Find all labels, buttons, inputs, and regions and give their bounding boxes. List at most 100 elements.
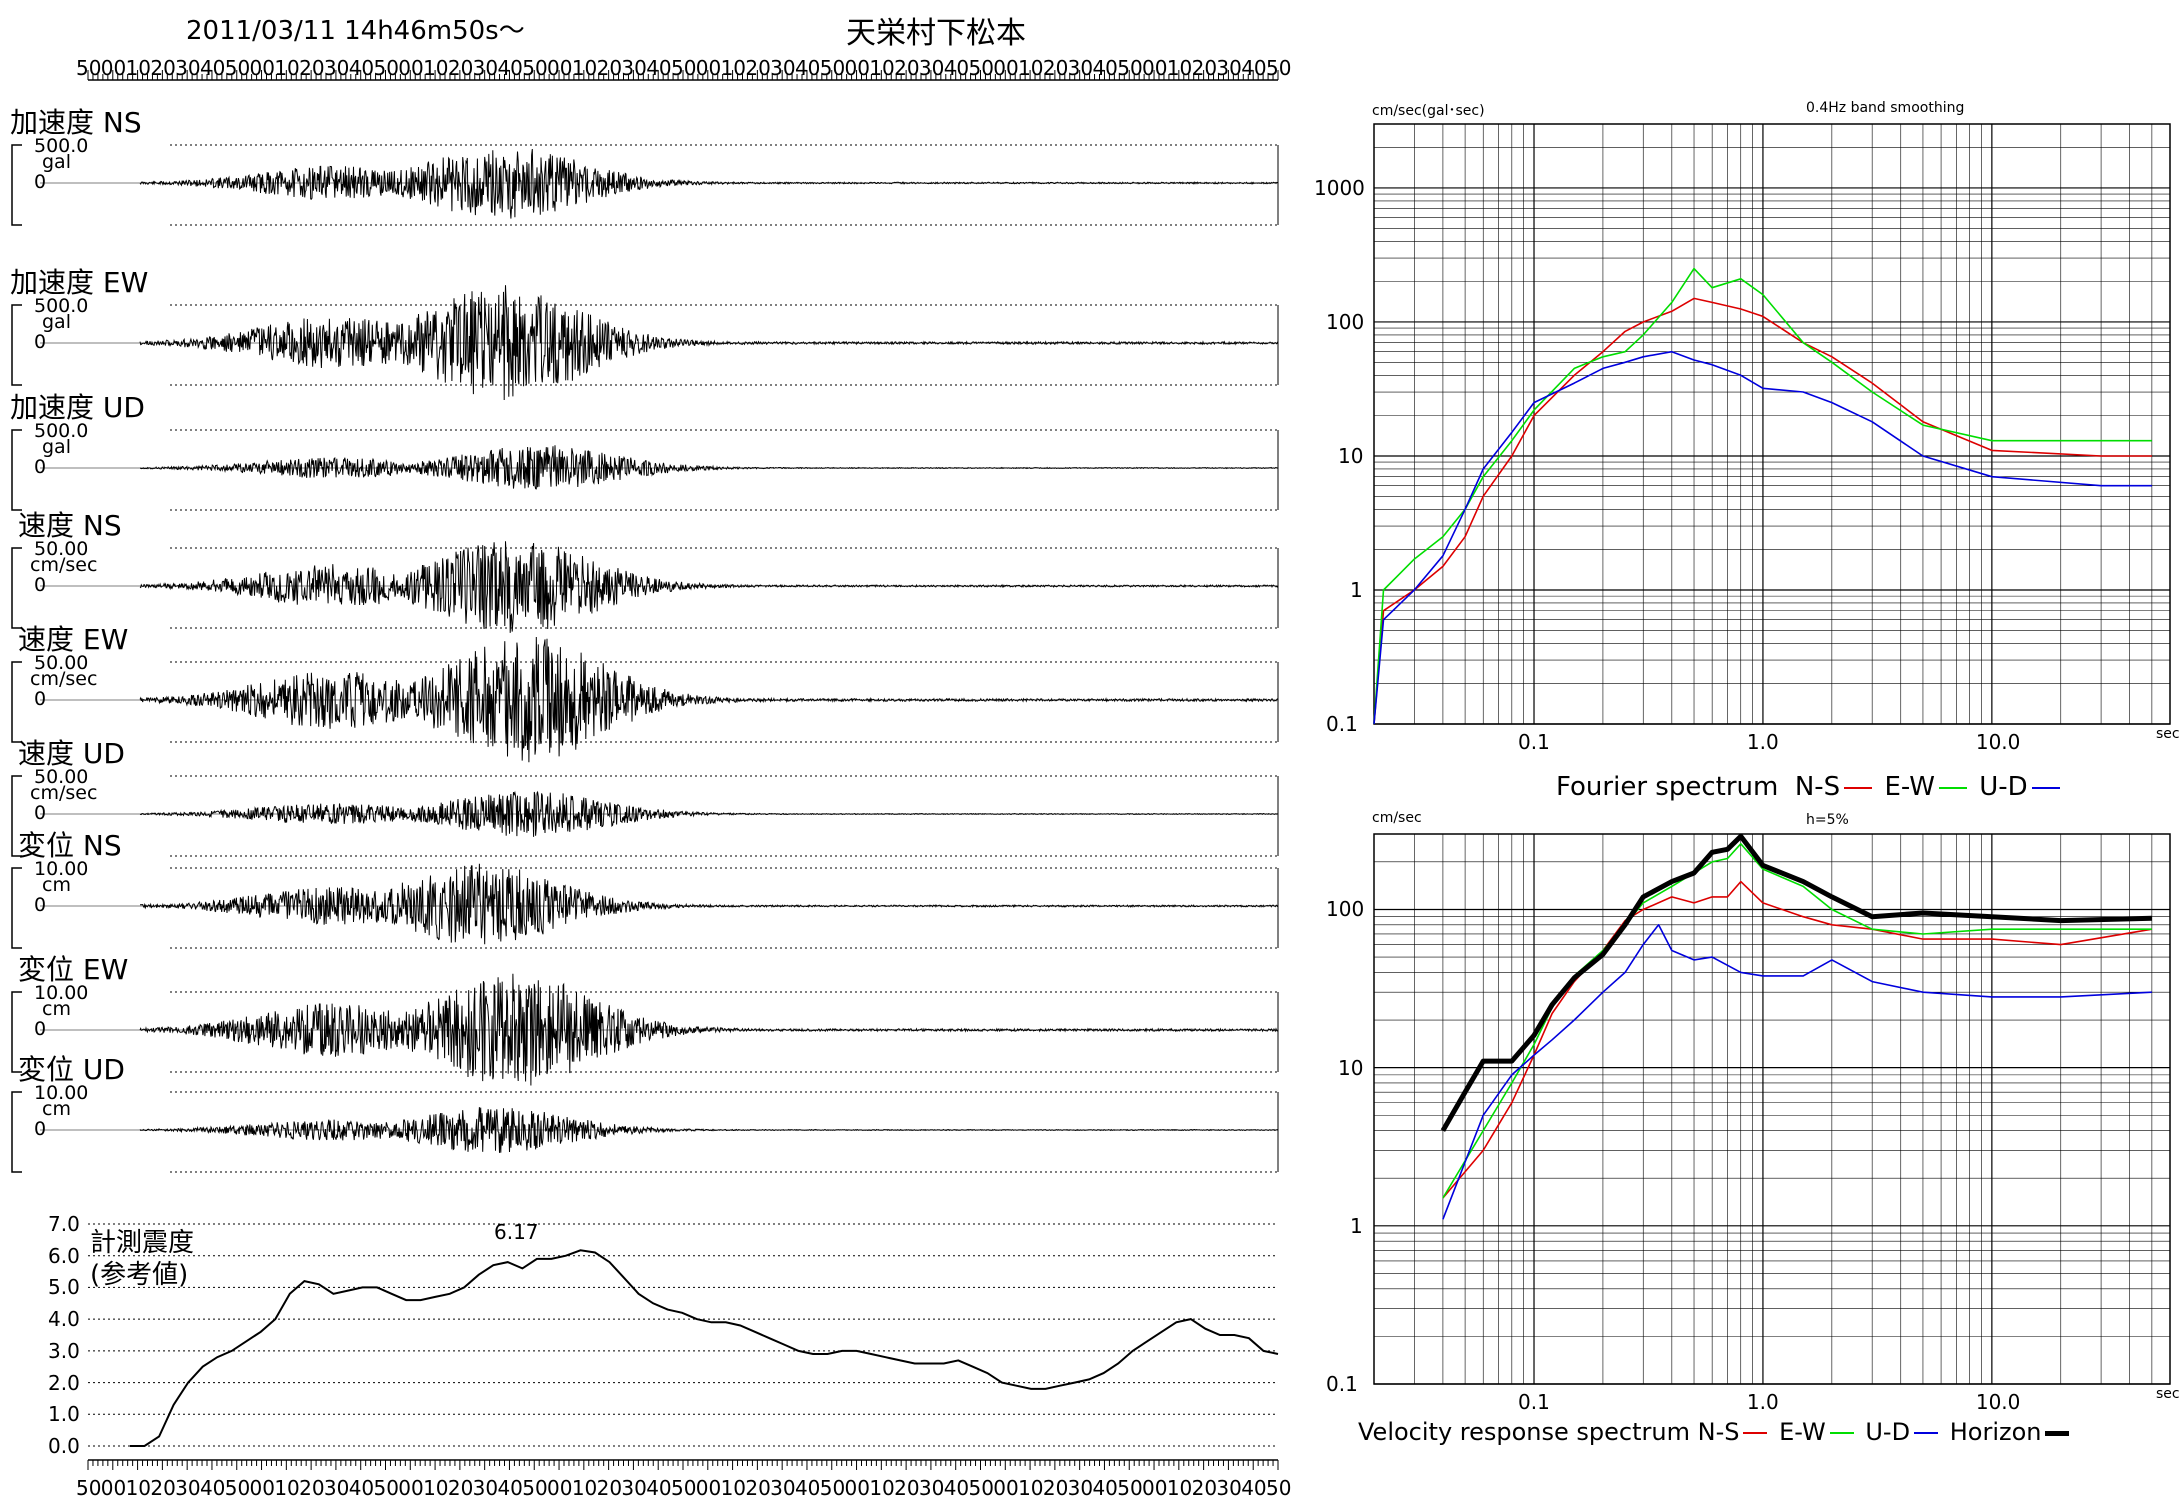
top-axis-label: 50 (76, 56, 102, 80)
bottom-axis-label: 30 (472, 1476, 499, 1500)
top-axis-label: 00 (695, 56, 722, 80)
intensity-y-tick: 0.0 (48, 1434, 80, 1458)
waveform-unit: cm (42, 874, 71, 896)
top-axis-label: 10 (274, 56, 300, 80)
waveform-panel (11, 70, 1279, 1470)
fourier-legend-title: Fourier spectrum (1556, 772, 1779, 802)
bottom-axis-label: 00 (249, 1476, 275, 1500)
waveform-zero: 0 (34, 331, 47, 353)
waveform-zero: 0 (34, 802, 47, 824)
waveform-label: 変位 UD (18, 1053, 125, 1086)
top-axis-label: 50 (1266, 56, 1292, 80)
top-axis-label: 40 (497, 56, 523, 80)
top-axis-label: 20 (745, 56, 771, 80)
top-axis-label: 40 (199, 56, 226, 80)
top-axis-label: 10 (423, 56, 449, 80)
top-axis-label: 50 (968, 56, 994, 80)
waveform-label: 速度 EW (18, 623, 129, 656)
response-ylabel: cm/sec (1372, 810, 1422, 826)
panel-bracket (11, 867, 22, 949)
response-series-e-w (1442, 843, 2152, 1199)
fourier-y-tick: 1 (1350, 577, 1363, 602)
waveform-label: 加速度 NS (10, 106, 142, 139)
response-x-unit: sec (2156, 1386, 2180, 1402)
waveform-label: 加速度 UD (10, 391, 145, 424)
fourier-x-unit: sec (2156, 726, 2180, 742)
top-axis-label: 50 (819, 56, 846, 80)
top-axis-label: 50 (224, 56, 251, 80)
intensity-y-tick: 4.0 (48, 1307, 80, 1332)
waveform-trace (139, 541, 1279, 633)
waveform-scale: 10.00 (34, 982, 89, 1004)
waveform-label: 速度 NS (18, 509, 122, 542)
waveform-zero: 0 (34, 574, 47, 596)
bottom-axis-label: 40 (646, 1476, 672, 1500)
bottom-time-axis: 50 00 10 20 30 40 50 00 10 20 30 40 50 00 10 20 30 40 50 00… (0, 1476, 1291, 1502)
top-axis-label: 40 (1241, 56, 1267, 80)
bottom-axis-label: 00 (695, 1476, 722, 1500)
datetime-label: 2011/03/11 14h46m50s〜 (186, 16, 525, 46)
panel-bracket (11, 304, 22, 386)
panel-bracket (11, 429, 22, 511)
top-axis-label: 30 (918, 56, 945, 80)
top-axis-label: 10 (1166, 56, 1193, 80)
fourier-x-tick: 10.0 (1975, 730, 2021, 754)
intensity-label: 計測震度 (90, 1228, 195, 1258)
bottom-axis-label: 40 (794, 1476, 821, 1500)
response-y-tick: 1 (1350, 1213, 1363, 1238)
top-axis-label: 00 (547, 56, 573, 80)
waveform-trace (139, 790, 1279, 837)
bottom-axis-label: 10 (125, 1476, 152, 1500)
top-axis-label: 30 (323, 56, 350, 80)
panel-bracket (11, 775, 22, 857)
top-axis-label: 40 (646, 56, 672, 80)
top-axis-label: 30 (175, 56, 201, 80)
bottom-axis-label: 10 (869, 1476, 895, 1500)
panel-bracket (11, 991, 22, 1073)
response-series-n-s (1442, 880, 2153, 1199)
panel-bracket (11, 1091, 22, 1173)
waveform-scale: 50.00 (34, 538, 89, 560)
bottom-axis-label: 30 (175, 1476, 201, 1500)
waveform-label: 変位 NS (18, 829, 122, 862)
fourier-series-u-d (1373, 350, 2152, 725)
panel-bracket (11, 661, 22, 743)
waveform-trace (139, 973, 1279, 1086)
bottom-axis-label: 20 (596, 1476, 623, 1500)
waveform-labels: 加速度 NS 500.0 gal 0 加速度 EW 500.0 gal 0 加速度 UD 500.… (0, 0, 1290, 1200)
waveform-label: 変位 EW (18, 953, 129, 986)
intensity-y-tick: 3.0 (48, 1338, 80, 1363)
top-axis-label: 00 (249, 56, 275, 80)
response-note: h=5% (1806, 812, 1849, 828)
bottom-axis-label: 20 (1042, 1476, 1069, 1500)
fourier-legend-ew-swatch (1938, 786, 1967, 789)
fourier-y-tick: 10 (1338, 443, 1364, 468)
top-axis-label: 20 (596, 56, 623, 80)
top-axis-label: 10 (125, 56, 152, 80)
top-axis-label: 00 (1142, 56, 1168, 80)
waveform-scale: 500.0 (34, 295, 89, 317)
response-series-horizon (1440, 833, 2152, 1132)
top-axis-label: 40 (794, 56, 821, 80)
waveform-unit: cm/sec (30, 668, 98, 690)
bottom-axis-label: 10 (720, 1476, 747, 1500)
top-axis-label: 20 (447, 56, 474, 80)
waveform-zero: 0 (34, 688, 47, 710)
bottom-axis-label: 00 (100, 1476, 127, 1500)
waveform-trace (139, 1107, 1279, 1153)
top-axis-label: 10 (720, 56, 747, 80)
waveform-label: 加速度 EW (10, 266, 149, 299)
waveform-zero: 0 (34, 894, 47, 916)
waveform-scale: 10.00 (34, 1082, 89, 1104)
fourier-ylabel: cm/sec(gal･sec) (1372, 103, 1485, 119)
bottom-axis-label: 00 (547, 1476, 573, 1500)
response-legend-horizon: Horizon (1949, 1418, 2042, 1446)
fourier-x-tick: 1.0 (1746, 730, 1779, 754)
panel-bracket (11, 144, 22, 226)
bottom-axis-label: 50 (968, 1476, 994, 1500)
waveform-zero: 0 (34, 1118, 47, 1140)
bottom-axis-label: 10 (274, 1476, 300, 1500)
response-x-tick: 1.0 (1746, 1390, 1779, 1414)
intensity-sublabel: (参考値) (90, 1260, 189, 1290)
waveform-unit: cm (42, 1098, 71, 1120)
